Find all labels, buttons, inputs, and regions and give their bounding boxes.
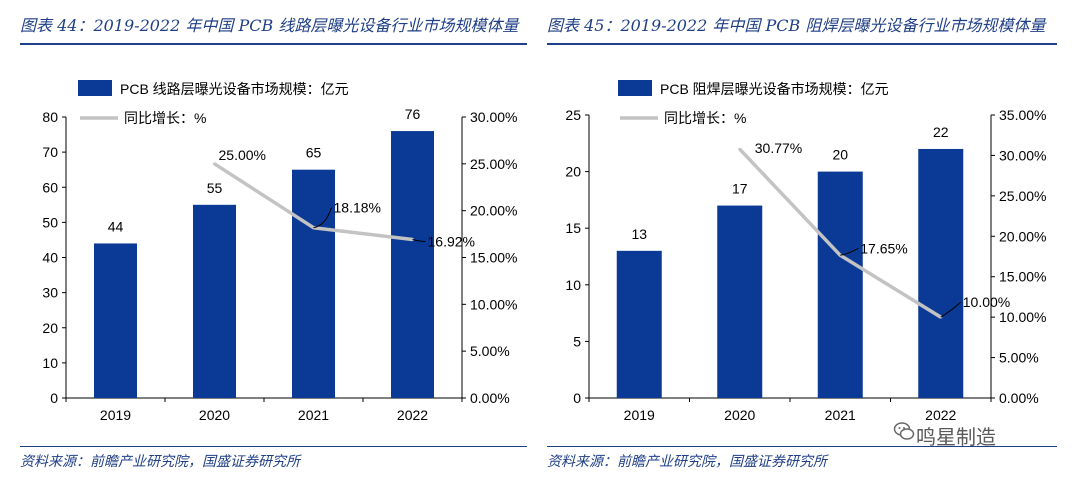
- growth-point: [213, 162, 216, 166]
- bar-2019: [616, 250, 662, 398]
- right-title-rule: [547, 43, 1057, 45]
- y2-tick-label: 25.00%: [999, 188, 1046, 204]
- growth-value-label: 30.77%: [755, 140, 802, 156]
- left-source-note: 资料来源：前瞻产业研究院，国盛证券研究所: [20, 454, 300, 470]
- y-tick-label: 20: [565, 164, 581, 180]
- bar-2022: [918, 148, 964, 398]
- y-tick-label: 70: [42, 144, 58, 160]
- bar-value-label: 76: [405, 106, 421, 122]
- growth-value-label: 17.65%: [860, 240, 907, 256]
- y-tick-label: 10: [42, 355, 58, 371]
- bar-2020: [717, 205, 763, 398]
- x-tick-label: 2020: [199, 407, 230, 423]
- left-chart: 0 10 20 30 40 50 60 70 80 0.00% 5.00% 10.00% 15.00% 2…: [42, 80, 517, 423]
- legend-bar-swatch: [78, 80, 112, 96]
- bar-value-label: 65: [306, 145, 322, 161]
- bar-value-label: 44: [108, 218, 124, 234]
- y2-tick-label: 20.00%: [999, 228, 1046, 244]
- left-chart-title: 图表 44：2019-2022 年中国 PCB 线路层曝光设备行业市场规模体量: [20, 16, 519, 35]
- x-tick-label: 2022: [925, 407, 956, 423]
- right-chart: 0 5 10 15 20 25 0.00% 5.00% 10.00% 15.00% 20.00% 25…: [565, 80, 1046, 423]
- y-tick-label: 0: [50, 390, 58, 406]
- y-tick-label: 30: [42, 285, 58, 301]
- y-tick-label: 10: [565, 277, 581, 293]
- data-label-leader: [940, 301, 962, 318]
- right-source-note: 资料来源：前瞻产业研究院，国盛证券研究所: [547, 454, 827, 470]
- y2-tick-label: 15.00%: [470, 250, 517, 266]
- left-source-rule: [20, 446, 527, 447]
- bar-value-label: 22: [933, 124, 949, 140]
- y2-tick-label: 30.00%: [999, 147, 1046, 163]
- bar-value-label: 55: [207, 180, 223, 196]
- x-tick-label: 2019: [100, 407, 131, 423]
- bar-2021: [817, 171, 863, 398]
- y-tick-label: 60: [42, 179, 58, 195]
- growth-value-label: 10.00%: [963, 294, 1010, 310]
- y-tick-label: 25: [565, 107, 581, 123]
- x-tick-label: 2020: [724, 407, 755, 423]
- y2-tick-label: 25.00%: [470, 156, 517, 172]
- legend-line-label: 同比增长：%: [124, 110, 206, 126]
- legend-line-label: 同比增长：%: [664, 110, 746, 126]
- y2-tick-label: 0.00%: [999, 390, 1039, 406]
- x-tick-label: 2021: [298, 407, 329, 423]
- y2-tick-label: 35.00%: [999, 107, 1046, 123]
- data-label-leader: [313, 207, 332, 229]
- y2-tick-label: 30.00%: [470, 109, 517, 125]
- bar-2019: [94, 243, 137, 398]
- y-tick-label: 0: [573, 390, 581, 406]
- y2-tick-label: 10.00%: [999, 309, 1046, 325]
- y2-tick-label: 15.00%: [999, 269, 1046, 285]
- y2-tick-label: 20.00%: [470, 203, 517, 219]
- bar-value-label: 13: [631, 226, 647, 242]
- data-label-leader: [412, 239, 426, 243]
- left-title-rule: [20, 43, 527, 45]
- y2-tick-label: 10.00%: [470, 296, 517, 312]
- right-source-rule: [547, 446, 1057, 447]
- y-tick-label: 20: [42, 320, 58, 336]
- y2-tick-label: 5.00%: [999, 350, 1039, 366]
- y-tick-label: 15: [565, 220, 581, 236]
- y-tick-label: 50: [42, 214, 58, 230]
- growth-point: [738, 147, 742, 151]
- legend-bar-label: PCB 线路层曝光设备市场规模：亿元: [120, 81, 349, 97]
- watermark-text: 鸣星制造: [916, 425, 996, 449]
- bar-2022: [391, 131, 434, 399]
- growth-value-label: 25.00%: [219, 147, 266, 163]
- y2-tick-label: 5.00%: [470, 343, 510, 359]
- right-chart-title: 图表 45：2019-2022 年中国 PCB 阻焊层曝光设备行业市场规模体量: [547, 16, 1046, 35]
- data-label-leader: [840, 247, 859, 256]
- x-tick-label: 2022: [397, 407, 428, 423]
- x-tick-label: 2019: [624, 407, 655, 423]
- wechat-icon: [893, 422, 915, 440]
- bar-2021: [292, 169, 335, 398]
- growth-value-label: 16.92%: [428, 234, 475, 250]
- bar-2020: [193, 204, 236, 398]
- bar-value-label: 17: [732, 181, 748, 197]
- y-tick-label: 80: [42, 109, 58, 125]
- y-tick-label: 40: [42, 250, 58, 266]
- y2-tick-label: 0.00%: [470, 390, 510, 406]
- legend-bar-swatch: [618, 80, 652, 96]
- y-tick-label: 5: [573, 333, 581, 349]
- legend-bar-label: PCB 阻焊层曝光设备市场规模：亿元: [660, 81, 889, 97]
- bar-value-label: 20: [832, 147, 848, 163]
- growth-value-label: 18.18%: [334, 200, 381, 216]
- x-tick-label: 2021: [825, 407, 856, 423]
